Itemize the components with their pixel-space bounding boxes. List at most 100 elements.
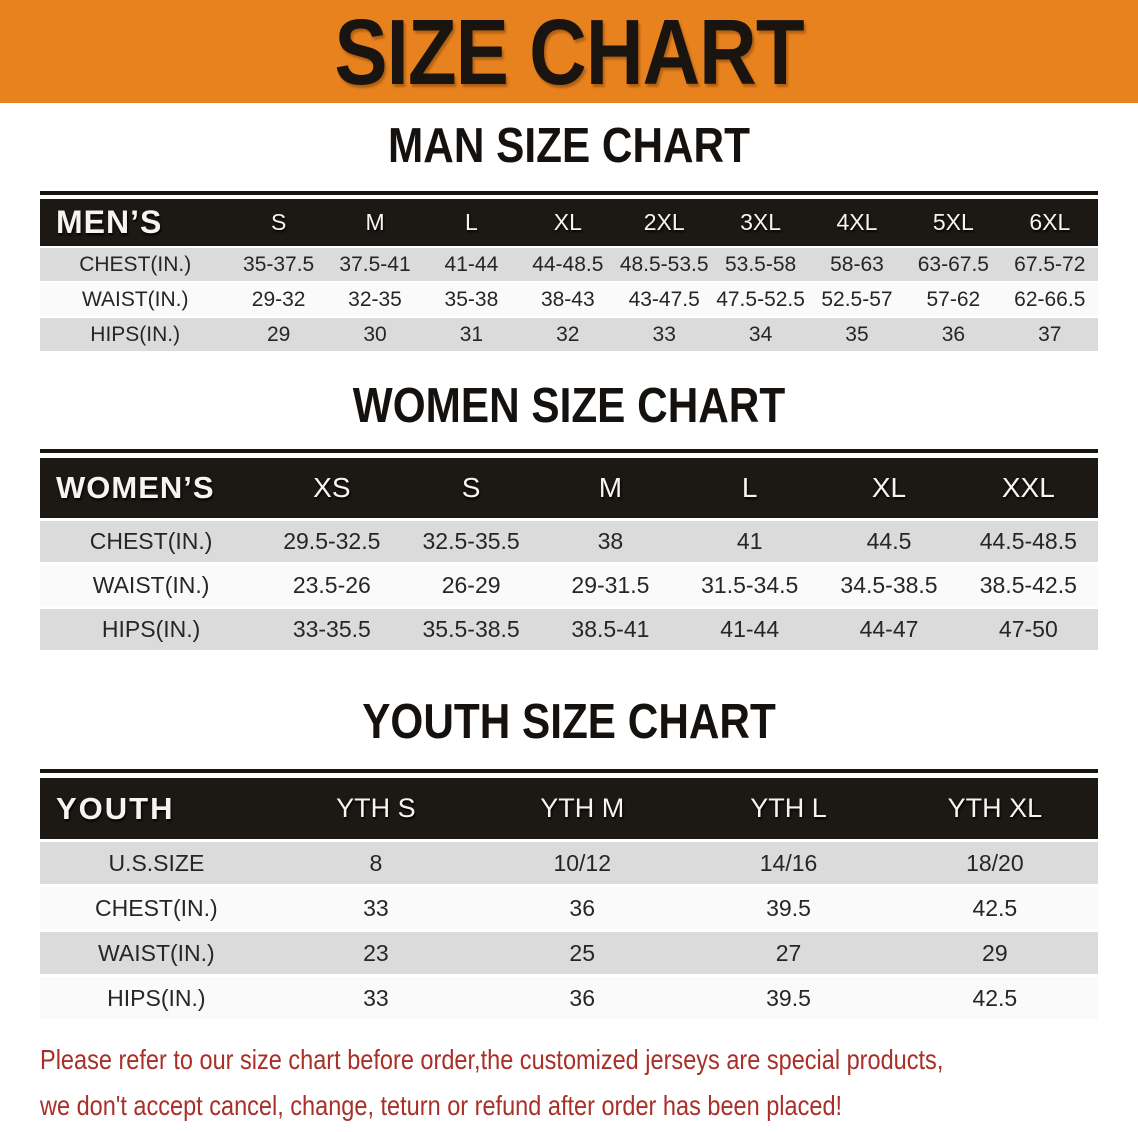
measurement-cell: 43-47.5 — [616, 283, 713, 316]
measurement-cell: 14/16 — [685, 842, 892, 884]
measurement-cell: 37.5-41 — [326, 248, 424, 281]
measurement-cell: 35-37.5 — [230, 248, 327, 281]
measurement-cell: 58-63 — [808, 248, 906, 281]
measurement-cell: 38 — [540, 521, 681, 562]
row-label: CHEST(IN.) — [40, 248, 231, 281]
disclaimer: Please refer to our size chart before or… — [40, 1037, 962, 1129]
measurement-cell: 39.5 — [685, 977, 892, 1019]
women-section-heading: WOMEN SIZE CHART — [352, 376, 786, 433]
measurement-cell: 53.5-58 — [712, 248, 809, 281]
table-group-label: WOMEN’S — [40, 458, 263, 518]
row-label: CHEST(IN.) — [40, 887, 273, 929]
measurement-cell: 34.5-38.5 — [819, 565, 959, 606]
measurement-row: CHEST(IN.) 29.5-32.5 32.5-35.5 38 41 44.5 44.5… — [40, 521, 1098, 562]
measurement-cell: 44-48.5 — [519, 248, 616, 281]
measurement-cell: 44-47 — [819, 609, 959, 650]
measurement-row: HIPS(IN.) 33 36 39.5 42.5 — [40, 977, 1098, 1019]
measurement-cell: 29-32 — [230, 283, 327, 316]
table-group-label: YOUTH — [40, 778, 273, 839]
size-column-header: 4XL — [808, 199, 906, 246]
measurement-cell: 47-50 — [958, 609, 1098, 650]
measurement-cell: 47.5-52.5 — [712, 283, 809, 316]
measurement-cell: 25 — [479, 932, 686, 974]
measurement-cell: 36 — [479, 887, 686, 929]
row-label: WAIST(IN.) — [40, 565, 263, 606]
size-column-header: XXL — [958, 458, 1098, 518]
row-label: HIPS(IN.) — [40, 977, 273, 1019]
size-column-header: S — [401, 458, 541, 518]
measurement-cell: 23.5-26 — [262, 565, 402, 606]
size-column-header: L — [680, 458, 820, 518]
size-column-header: YTH M — [479, 778, 686, 839]
measurement-cell: 32.5-35.5 — [401, 521, 541, 562]
size-column-header: L — [423, 199, 520, 246]
women-section: WOMEN SIZE CHART WOMEN’S XS S M L XL XXL CHEST(… — [0, 376, 1138, 653]
measurement-row: WAIST(IN.) 23 25 27 29 — [40, 932, 1098, 974]
measurement-row: CHEST(IN.) 35-37.5 37.5-41 41-44 44-48.5 48.5… — [40, 248, 1098, 281]
measurement-cell: 37 — [1001, 318, 1098, 351]
size-column-header: M — [326, 199, 424, 246]
women-table: WOMEN’S XS S M L XL XXL CHEST(IN.) 29.5-32.5 32.5… — [40, 455, 1098, 653]
measurement-cell: 67.5-72 — [1001, 248, 1098, 281]
measurement-cell: 33-35.5 — [262, 609, 402, 650]
men-table: MEN’S S M L XL 2XL 3XL 4XL 5XL 6XL CHEST(IN.) 35-37… — [40, 197, 1098, 353]
youth-table: YOUTH YTH S YTH M YTH L YTH XL U.S.SIZE 8 10/12… — [40, 775, 1098, 1022]
measurement-cell: 38.5-42.5 — [958, 565, 1098, 606]
measurement-cell: 27 — [685, 932, 892, 974]
size-column-header: YTH L — [685, 778, 892, 839]
measurement-cell: 38.5-41 — [540, 609, 681, 650]
table-top-rule — [40, 769, 1098, 773]
measurement-cell: 44.5-48.5 — [958, 521, 1098, 562]
row-label: WAIST(IN.) — [40, 932, 273, 974]
measurement-cell: 35-38 — [423, 283, 520, 316]
measurement-cell: 29 — [891, 932, 1098, 974]
measurement-cell: 52.5-57 — [808, 283, 906, 316]
measurement-cell: 44.5 — [819, 521, 959, 562]
size-column-header: S — [230, 199, 327, 246]
size-column-header: 3XL — [712, 199, 809, 246]
measurement-cell: 57-62 — [905, 283, 1002, 316]
row-label: U.S.SIZE — [40, 842, 273, 884]
measurement-row: HIPS(IN.) 33-35.5 35.5-38.5 38.5-41 41-44 44-… — [40, 609, 1098, 650]
measurement-cell: 36 — [905, 318, 1002, 351]
disclaimer-line1: Please refer to our size chart before or… — [40, 1044, 944, 1075]
measurement-cell: 31 — [423, 318, 520, 351]
measurement-row: WAIST(IN.) 23.5-26 26-29 29-31.5 31.5-34.5 34… — [40, 565, 1098, 606]
measurement-cell: 29 — [230, 318, 327, 351]
measurement-cell: 36 — [479, 977, 686, 1019]
table-header-row: MEN’S S M L XL 2XL 3XL 4XL 5XL 6XL — [40, 199, 1098, 246]
size-column-header: 5XL — [905, 199, 1002, 246]
measurement-row: WAIST(IN.) 29-32 32-35 35-38 38-43 43-47.5 47.… — [40, 283, 1098, 316]
measurement-cell: 33 — [272, 887, 480, 929]
measurement-cell: 35 — [808, 318, 906, 351]
measurement-cell: 23 — [272, 932, 480, 974]
measurement-cell: 38-43 — [519, 283, 616, 316]
measurement-row: U.S.SIZE 8 10/12 14/16 18/20 — [40, 842, 1098, 884]
table-group-label: MEN’S — [40, 199, 231, 246]
measurement-cell: 18/20 — [891, 842, 1098, 884]
page-title: SIZE CHART — [334, 0, 804, 104]
size-column-header: XL — [519, 199, 616, 246]
table-header-row: YOUTH YTH S YTH M YTH L YTH XL — [40, 778, 1098, 839]
size-column-header: YTH S — [272, 778, 480, 839]
row-label: CHEST(IN.) — [40, 521, 263, 562]
youth-section-heading: YOUTH SIZE CHART — [362, 692, 776, 749]
banner: SIZE CHART — [0, 0, 1138, 103]
measurement-cell: 41 — [680, 521, 820, 562]
measurement-cell: 35.5-38.5 — [401, 609, 541, 650]
size-column-header: YTH XL — [891, 778, 1098, 839]
size-column-header: 6XL — [1001, 199, 1098, 246]
measurement-cell: 41-44 — [680, 609, 820, 650]
measurement-cell: 48.5-53.5 — [616, 248, 713, 281]
measurement-cell: 63-67.5 — [905, 248, 1002, 281]
men-size-table: MEN’S S M L XL 2XL 3XL 4XL 5XL 6XL CHEST(IN.) 35-37… — [40, 191, 1098, 353]
disclaimer-line2: we don't accept cancel, change, teturn o… — [40, 1090, 843, 1121]
measurement-cell: 32 — [519, 318, 616, 351]
measurement-row: CHEST(IN.) 33 36 39.5 42.5 — [40, 887, 1098, 929]
measurement-cell: 33 — [616, 318, 713, 351]
measurement-cell: 42.5 — [891, 887, 1098, 929]
size-column-header: 2XL — [616, 199, 713, 246]
measurement-cell: 8 — [272, 842, 480, 884]
measurement-cell: 32-35 — [326, 283, 424, 316]
size-column-header: XS — [262, 458, 402, 518]
